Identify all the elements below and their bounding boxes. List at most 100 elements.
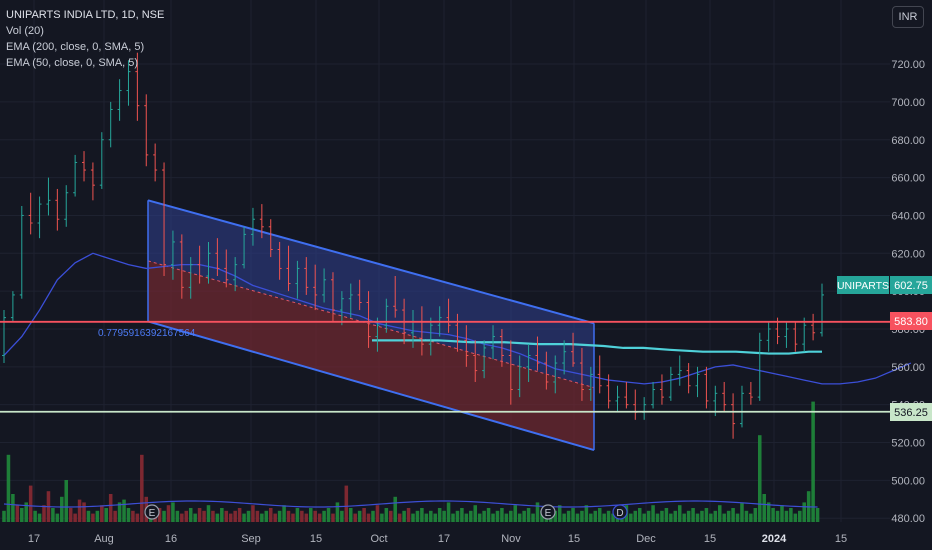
candle bbox=[99, 132, 104, 189]
volume-bar bbox=[637, 508, 642, 522]
volume-bar bbox=[775, 510, 780, 522]
x-tick-label: 15 bbox=[835, 533, 847, 545]
candle bbox=[330, 272, 335, 322]
volume-bar bbox=[86, 510, 91, 522]
volume-bar bbox=[237, 508, 242, 522]
volume-bar bbox=[82, 502, 86, 522]
volume-bar bbox=[362, 508, 366, 522]
volume-bar bbox=[566, 510, 571, 522]
regression-channel: 0.7795916392167564 bbox=[98, 199, 595, 452]
volume-bar bbox=[224, 510, 229, 522]
volume-bar bbox=[646, 510, 651, 522]
symbol-title[interactable]: UNIPARTS INDIA LTD, 1D, NSE bbox=[6, 9, 165, 21]
event-marker-label: D bbox=[616, 508, 623, 519]
volume-bar bbox=[246, 510, 251, 522]
volume-bar bbox=[313, 510, 317, 522]
volume-bar bbox=[273, 513, 277, 522]
candle bbox=[677, 355, 682, 386]
candle bbox=[473, 340, 478, 382]
volume-bar bbox=[264, 510, 269, 522]
candle bbox=[517, 355, 522, 398]
candle bbox=[535, 336, 540, 371]
volume-bar bbox=[317, 513, 322, 522]
volume-bar bbox=[553, 510, 558, 522]
volume-bar bbox=[140, 454, 144, 522]
volume-bar bbox=[531, 513, 535, 522]
volume-bar bbox=[673, 510, 678, 522]
x-tick-label: 15 bbox=[568, 533, 580, 545]
candle bbox=[37, 196, 42, 239]
price-value-tag bbox=[890, 276, 932, 294]
currency-button[interactable]: INR bbox=[892, 6, 924, 28]
candle bbox=[748, 381, 753, 405]
volume-bar bbox=[433, 513, 437, 522]
volume-bar bbox=[517, 513, 522, 522]
volume-bar bbox=[562, 513, 566, 522]
volume-bar bbox=[33, 510, 37, 522]
indicator-volume[interactable]: Vol (20) bbox=[6, 25, 44, 37]
volume-bar bbox=[691, 508, 695, 522]
x-tick-label: Aug bbox=[94, 533, 114, 545]
volume-bar bbox=[202, 510, 206, 522]
volume-bar bbox=[784, 510, 789, 522]
volume-bars bbox=[2, 401, 820, 522]
candle bbox=[455, 313, 460, 352]
indicator-ema50[interactable]: EMA (50, close, 0, SMA, 5) bbox=[6, 57, 139, 69]
volume-bar bbox=[753, 508, 758, 522]
y-tick-label: 680.00 bbox=[891, 135, 925, 147]
volume-bar bbox=[731, 508, 735, 522]
volume-bar bbox=[633, 510, 638, 522]
volume-bar bbox=[28, 485, 33, 522]
volume-bar bbox=[793, 513, 798, 522]
candle bbox=[322, 268, 327, 303]
volume-bar bbox=[220, 508, 224, 522]
candle bbox=[2, 310, 6, 364]
candle bbox=[144, 94, 149, 167]
price-value-tag-text: 602.75 bbox=[894, 280, 928, 292]
volume-bar bbox=[589, 513, 593, 522]
volume-bar bbox=[326, 508, 331, 522]
candle bbox=[508, 340, 513, 405]
volume-bar bbox=[771, 508, 775, 522]
candle bbox=[108, 101, 113, 148]
chart-legend: UNIPARTS INDIA LTD, 1D, NSE Vol (20) EMA… bbox=[6, 7, 164, 71]
volume-bar bbox=[255, 510, 260, 522]
volume-bar bbox=[469, 510, 473, 522]
indicator-ema200[interactable]: EMA (200, close, 0, SMA, 5) bbox=[6, 41, 145, 53]
volume-bar bbox=[73, 513, 77, 522]
volume-bar bbox=[193, 513, 197, 522]
volume-bar bbox=[68, 508, 73, 522]
volume-bar bbox=[522, 510, 526, 522]
volume-bar bbox=[282, 505, 286, 522]
channel-upper-line bbox=[147, 199, 595, 325]
volume-bar bbox=[331, 513, 335, 522]
candle bbox=[55, 188, 60, 231]
candle bbox=[90, 162, 95, 201]
time-axis[interactable]: 17 Aug 16 Sep 15 Oct 17 Nov 15 Dec 15 2024 15 bbox=[28, 533, 847, 545]
volume-bar bbox=[157, 508, 162, 522]
candle bbox=[615, 385, 620, 413]
volume-bar bbox=[420, 508, 424, 522]
y-tick-label: 500.00 bbox=[891, 475, 925, 487]
volume-bar bbox=[206, 505, 211, 522]
candle bbox=[686, 363, 691, 394]
candle bbox=[793, 321, 798, 352]
candle bbox=[162, 162, 167, 276]
price-value-tag-text: 536.25 bbox=[894, 407, 928, 419]
volume-bar bbox=[717, 505, 722, 522]
volume-bar bbox=[215, 513, 220, 522]
candle bbox=[286, 245, 291, 292]
volume-bar bbox=[682, 513, 686, 522]
volume-bar bbox=[95, 510, 100, 522]
candle bbox=[295, 260, 300, 299]
volume-bar bbox=[180, 513, 184, 522]
volume-bar bbox=[504, 513, 509, 522]
candle bbox=[606, 374, 611, 409]
candle bbox=[233, 257, 238, 292]
candle bbox=[259, 204, 264, 239]
price-labels: UNIPARTS 602.75 583.80 536.25 bbox=[837, 276, 932, 421]
candle bbox=[526, 344, 531, 382]
candle bbox=[597, 355, 602, 394]
volume-bar bbox=[704, 508, 709, 522]
